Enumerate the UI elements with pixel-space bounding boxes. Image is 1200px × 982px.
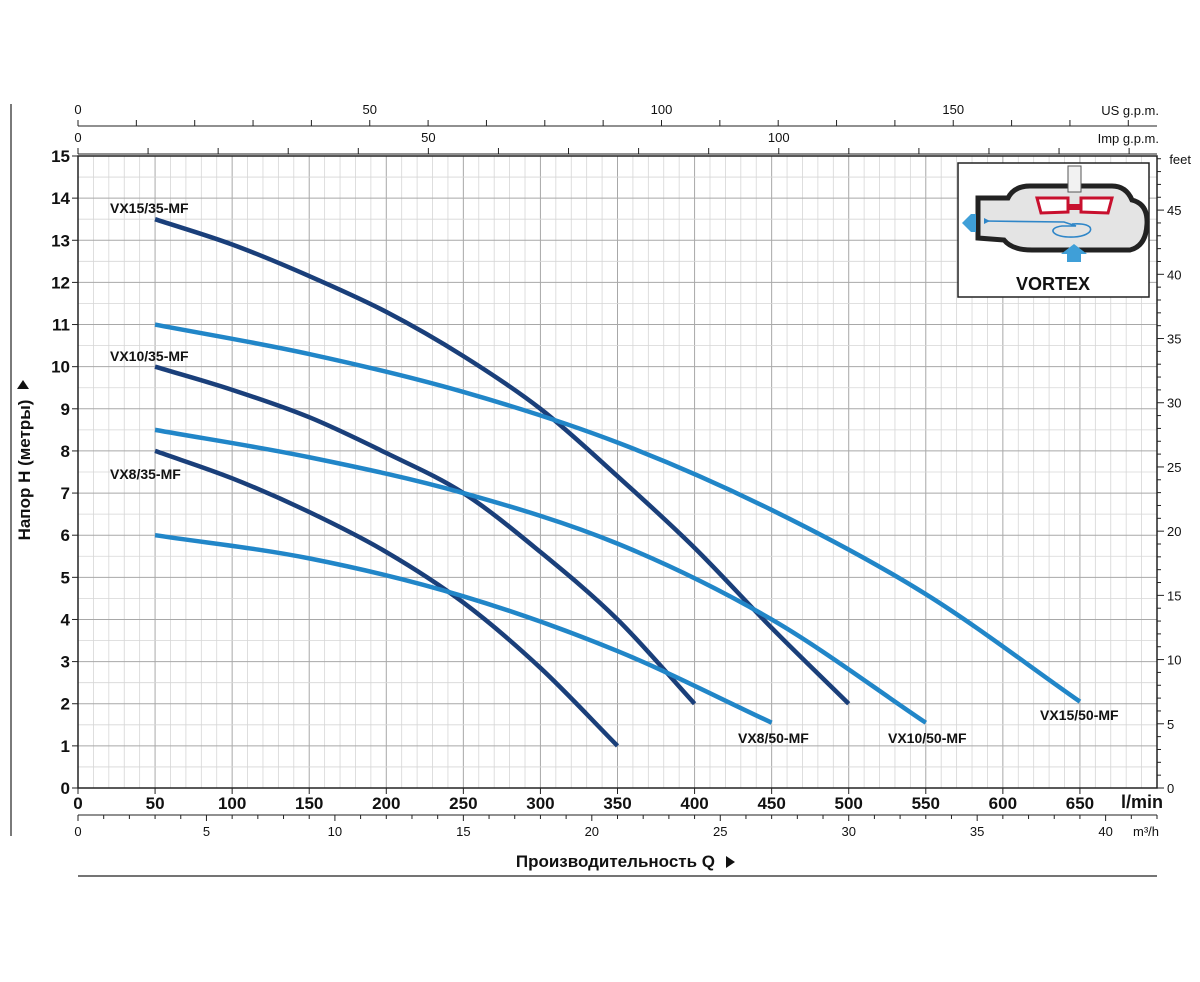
y-tick-label: 9 <box>61 400 70 419</box>
vortex-label: VORTEX <box>1016 274 1090 294</box>
y-tick-label: 1 <box>61 737 70 756</box>
m3h-tick-label: 25 <box>713 824 727 839</box>
feet-tick-label: 45 <box>1167 203 1181 218</box>
feet-tick-label: 5 <box>1167 717 1174 732</box>
m3h-tick-label: 40 <box>1098 824 1112 839</box>
curve-vx10-50-mf <box>154 427 928 725</box>
x-tick-label: 550 <box>912 794 940 813</box>
x-tick-label: 150 <box>295 794 323 813</box>
x-tick-label: 650 <box>1066 794 1094 813</box>
y-tick-label: 0 <box>61 779 70 798</box>
curve-vx10-35-mf <box>154 364 697 706</box>
y-tick-label: 7 <box>61 484 70 503</box>
label-vx15-50: VX15/50-MF <box>1040 707 1119 723</box>
imp-gpm-tick-label: 50 <box>421 130 435 145</box>
feet-tick-label: 0 <box>1167 781 1174 796</box>
y-tick-label: 13 <box>51 231 70 250</box>
label-vx15-35: VX15/35-MF <box>110 200 189 216</box>
y-tick-label: 15 <box>51 147 70 166</box>
vortex-inset: VORTEX <box>957 162 1150 298</box>
us-gpm-unit-label: US g.p.m. <box>1101 103 1159 118</box>
x-axis-title-text: Производительность Q <box>516 852 715 871</box>
vortex-swirl-icon <box>983 220 1092 238</box>
y-tick-label: 14 <box>51 189 70 208</box>
imp-gpm-unit-label: Imp g.p.m. <box>1098 131 1159 146</box>
y-tick-label: 2 <box>61 695 70 714</box>
lmin-unit-label: l/min <box>1121 792 1163 812</box>
m3h-unit-label: m³/h <box>1133 824 1159 839</box>
y-tick-label: 10 <box>51 358 70 377</box>
curve-vx15-50-mf <box>154 322 1082 704</box>
feet-tick-label: 10 <box>1167 653 1181 668</box>
x-axis-arrow-icon <box>726 856 735 868</box>
x-tick-label: 0 <box>73 794 82 813</box>
m3h-tick-label: 0 <box>74 824 81 839</box>
m3h-tick-label: 30 <box>841 824 855 839</box>
feet-tick-label: 15 <box>1167 588 1181 603</box>
feet-tick-label: 20 <box>1167 524 1181 539</box>
impeller-hub-icon <box>1068 204 1081 210</box>
x-tick-label: 600 <box>989 794 1017 813</box>
y-tick-label: 4 <box>61 610 71 629</box>
us-gpm-tick-label: 50 <box>363 102 377 117</box>
curve-vx15-35-mf <box>154 217 851 706</box>
y-tick-label: 11 <box>52 316 70 335</box>
label-vx8-35: VX8/35-MF <box>110 466 181 482</box>
y-tick-label: 6 <box>61 526 70 545</box>
x-tick-label: 400 <box>680 794 708 813</box>
m3h-tick-label: 5 <box>203 824 210 839</box>
x-axis-title: Производительность Q <box>516 852 735 871</box>
y-axis-title-text: Напор H (метры) <box>15 400 34 541</box>
curve-vx8-35-mf <box>154 448 620 748</box>
y-axis-arrow-icon <box>17 380 29 389</box>
m3h-tick-label: 10 <box>328 824 342 839</box>
us-gpm-tick-label: 100 <box>651 102 673 117</box>
pump-housing-icon <box>975 183 1150 253</box>
feet-tick-label: 30 <box>1167 396 1181 411</box>
impeller-right-blade-icon <box>1079 196 1114 215</box>
us-gpm-tick-label: 0 <box>74 102 81 117</box>
x-tick-label: 100 <box>218 794 246 813</box>
feet-tick-label: 35 <box>1167 332 1181 347</box>
curves-layer <box>154 217 1082 748</box>
inlet-arrow-icon <box>1061 244 1087 262</box>
m3h-tick-label: 35 <box>970 824 984 839</box>
imp-gpm-tick-label: 100 <box>768 130 790 145</box>
x-tick-label: 500 <box>835 794 863 813</box>
outlet-arrow-icon <box>962 214 976 232</box>
flow-arrowhead-icon <box>984 218 990 224</box>
curve-vx8-50-mf <box>154 532 773 725</box>
label-vx8-50: VX8/50-MF <box>738 730 809 746</box>
feet-tick-label: 40 <box>1167 267 1181 282</box>
imp-gpm-tick-label: 0 <box>74 130 81 145</box>
x-tick-label: 200 <box>372 794 400 813</box>
impeller-left-blade-icon <box>1035 196 1070 215</box>
y-axis-title: Напор H (метры) <box>15 380 34 540</box>
x-tick-label: 300 <box>526 794 554 813</box>
y-tick-label: 8 <box>61 442 70 461</box>
x-tick-label: 50 <box>146 794 165 813</box>
pump-shaft-icon <box>1067 165 1082 193</box>
x-tick-label: 450 <box>757 794 785 813</box>
x-tick-label: 350 <box>603 794 631 813</box>
y-tick-label: 5 <box>61 568 70 587</box>
y-tick-label: 12 <box>51 273 70 292</box>
us-gpm-tick-label: 150 <box>942 102 964 117</box>
label-vx10-50: VX10/50-MF <box>888 730 967 746</box>
m3h-tick-label: 15 <box>456 824 470 839</box>
y-tick-label: 3 <box>61 653 70 672</box>
x-tick-label: 250 <box>449 794 477 813</box>
m3h-tick-label: 20 <box>585 824 599 839</box>
label-vx10-35: VX10/35-MF <box>110 348 189 364</box>
feet-tick-label: 25 <box>1167 460 1181 475</box>
feet-unit-label: feet <box>1169 152 1191 167</box>
